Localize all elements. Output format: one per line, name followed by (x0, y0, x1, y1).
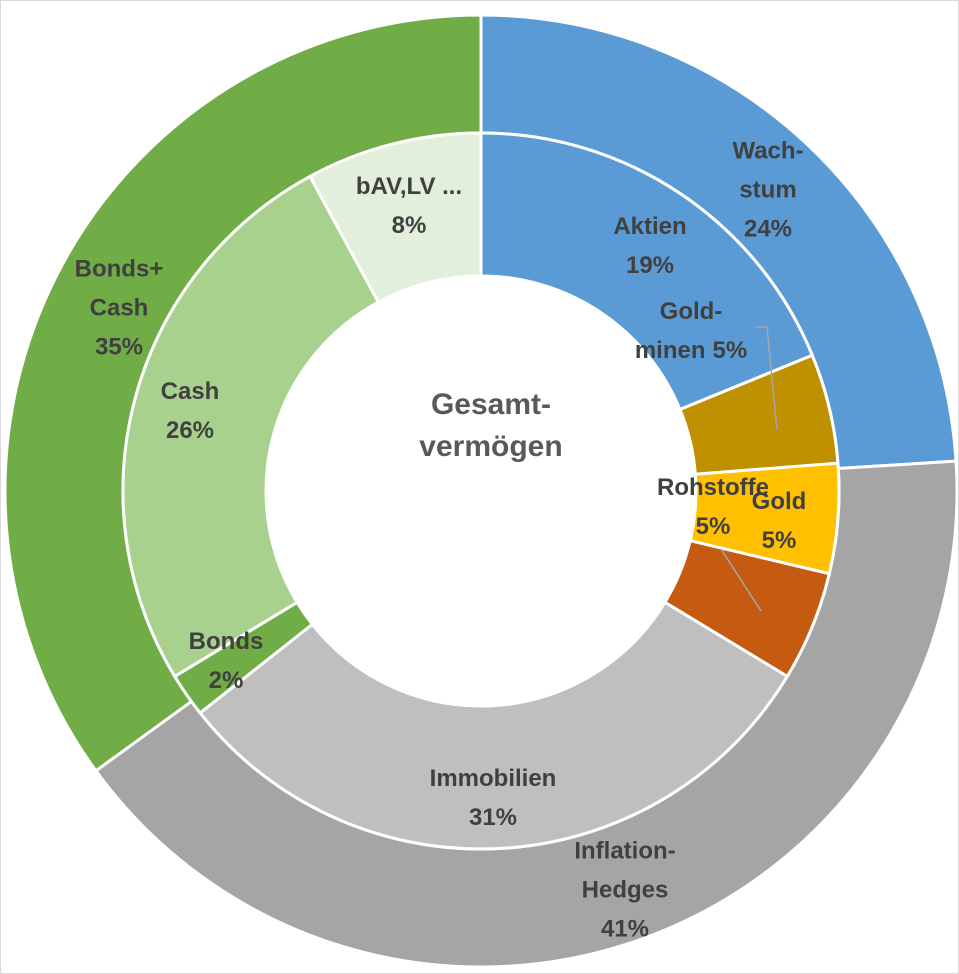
category-label: bAV,LV ... (355, 173, 463, 200)
category-label: Aktien (613, 213, 687, 240)
category-label: Bonds+ Cash (74, 255, 164, 322)
segment-label: Wach- stum 24% (732, 132, 803, 249)
segment-label: bAV,LV ... 8% (356, 167, 462, 245)
value-label: 5% (712, 337, 748, 364)
chart-title: Gesamt- vermögen (419, 388, 563, 463)
segment-label: Rohstoffe 5% (657, 468, 769, 546)
donut-segment (479, 131, 815, 412)
category-label: Gold- minen (634, 298, 723, 364)
category-label: Wach- stum (732, 137, 804, 204)
category-label: Bonds (188, 628, 264, 655)
value-label: 8% (391, 212, 427, 239)
category-label: Inflation- Hedges (574, 837, 676, 904)
segment-label: Bonds+ Cash 35% (75, 250, 164, 367)
donut-segment (308, 131, 483, 305)
leader-line (755, 326, 778, 430)
value-label: 26% (165, 417, 215, 444)
segment-label: Aktien 19% (613, 207, 686, 285)
value-label: 5% (695, 513, 731, 540)
value-label: 2% (208, 667, 244, 694)
segment-label: Immobilien 31% (430, 759, 557, 837)
segment-label: Gold- minen 5% (635, 292, 747, 370)
donut-segment (121, 174, 381, 679)
category-label: Cash (160, 378, 220, 405)
value-label: 24% (743, 215, 793, 243)
segment-label: Bonds 2% (189, 622, 264, 700)
donut-segment (198, 600, 790, 851)
value-label: 31% (468, 804, 518, 831)
value-label: 19% (625, 252, 675, 279)
segment-label: Gold 5% (752, 482, 807, 560)
segment-label: Inflation- Hedges 41% (574, 832, 675, 949)
leader-line (720, 548, 762, 612)
value-label: 5% (761, 527, 797, 554)
segment-label: Cash 26% (161, 372, 220, 450)
category-label: Gold (751, 488, 807, 515)
category-label: Immobilien (429, 765, 557, 792)
value-label: 35% (94, 333, 144, 361)
value-label: 41% (600, 915, 650, 943)
category-label: Rohstoffe (657, 474, 769, 501)
